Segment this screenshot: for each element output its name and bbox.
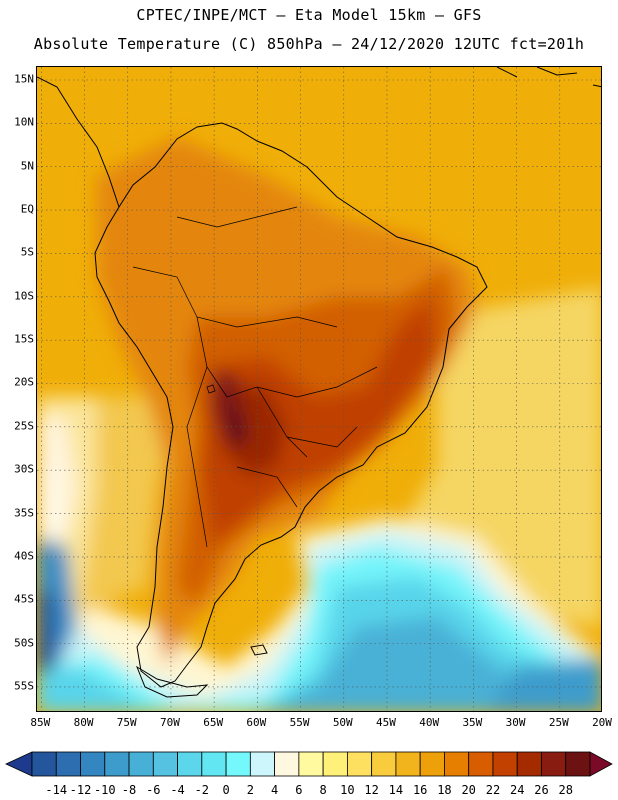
- colorbar-swatch: [298, 751, 324, 777]
- colorbar-tick-label: -10: [93, 783, 116, 797]
- latitude-tick-label: 10S: [14, 289, 34, 303]
- latitude-tick-label: 45S: [14, 592, 34, 606]
- central-america-coastline: [37, 76, 120, 208]
- longitude-tick-label: 65W: [203, 716, 224, 729]
- longitude-tick-label: 20W: [592, 716, 612, 729]
- longitude-tick-label: 75W: [116, 716, 137, 729]
- colorbar-tick-label: 10: [340, 783, 355, 797]
- longitude-tick-label: 30W: [505, 716, 526, 729]
- latitude-tick-label: 40S: [14, 549, 34, 563]
- colorbar-swatch: [274, 751, 300, 777]
- longitude-tick-label: 60W: [246, 716, 267, 729]
- falklands: [250, 644, 268, 656]
- colorbar-tick-label: 2: [246, 783, 254, 797]
- latitude-tick-label: 30S: [14, 462, 34, 476]
- temperature-colorbar: [5, 751, 613, 777]
- colorbar-tick-label: 20: [461, 783, 476, 797]
- latitude-tick-label: 35S: [14, 506, 34, 520]
- longitude-tick-label: 45W: [376, 716, 396, 729]
- colorbar-tick-label: 6: [295, 783, 303, 797]
- latitude-tick-label: 15S: [14, 332, 34, 346]
- colorbar-tick-label: 4: [270, 783, 279, 797]
- colorbar-swatch: [249, 751, 276, 777]
- colorbar-swatch: [468, 751, 494, 777]
- colorbar-swatches: [5, 751, 613, 777]
- colorbar-tick-label: 16: [412, 783, 428, 797]
- colorbar-swatch: [80, 751, 106, 777]
- colorbar-swatch: [565, 751, 591, 777]
- longitude-tick-label: 85W: [30, 716, 51, 729]
- latitude-tick-label: 50S: [14, 636, 34, 650]
- colorbar-tick-label: -6: [146, 783, 161, 797]
- colorbar-swatch: [492, 751, 518, 777]
- colorbar-swatch: [104, 751, 130, 777]
- colorbar-swatch: [541, 751, 567, 777]
- coastline-borders: [37, 67, 601, 698]
- country-borders: [132, 206, 378, 548]
- colorbar-swatch: [31, 751, 57, 777]
- colorbar-tick-label: 14: [388, 783, 404, 797]
- colorbar-tick-label: -8: [121, 783, 137, 797]
- longitude-tick-label: 70W: [160, 716, 180, 729]
- colorbar-arrow-low: [5, 751, 33, 777]
- colorbar-swatch: [152, 751, 178, 777]
- longitude-tick-label: 55W: [289, 716, 310, 729]
- longitude-tick-label: 25W: [548, 716, 569, 729]
- map-title-source: CPTEC/INPE/MCT – Eta Model 15km – GFS: [136, 6, 482, 24]
- colorbar-swatch: [419, 751, 445, 777]
- colorbar-swatch: [55, 751, 81, 777]
- longitude-tick-label: 80W: [73, 716, 94, 729]
- latitude-tick-label: 15N: [14, 72, 34, 86]
- colorbar-swatch: [516, 751, 542, 777]
- colorbar-swatch: [371, 751, 397, 777]
- colorbar-swatch: [177, 751, 203, 777]
- colorbar-tick-label: 28: [558, 783, 573, 797]
- colorbar-swatch: [322, 751, 348, 777]
- map-title-variable: Absolute Temperature (C) 850hPa – 24/12/…: [33, 35, 585, 53]
- colorbar-tick-label: -4: [170, 783, 185, 797]
- latitude-tick-label: 5S: [20, 245, 34, 259]
- latitude-tick-label: EQ: [20, 202, 34, 216]
- colorbar-swatch: [395, 751, 421, 777]
- colorbar-tick-label: -14: [45, 783, 68, 797]
- temperature-field: [37, 137, 601, 711]
- longitude-tick-label: 35W: [462, 716, 483, 729]
- colorbar-tick-label: 24: [509, 783, 525, 797]
- colorbar-tick-label: 8: [319, 783, 327, 797]
- colorbar-tick-label: 18: [437, 783, 452, 797]
- south-america-coastline: [94, 122, 488, 688]
- colorbar-tick-label: 0: [222, 783, 230, 797]
- latitude-tick-label: 25S: [14, 419, 34, 433]
- colorbar-swatch: [444, 751, 470, 777]
- lake-titicaca: [206, 384, 216, 394]
- longitude-tick-label: 50W: [332, 716, 353, 729]
- latitude-tick-label: 10N: [14, 115, 34, 129]
- latitude-tick-label: 55S: [14, 679, 34, 693]
- colorbar-tick-label: -12: [69, 783, 92, 797]
- latitude-tick-label: 20S: [14, 375, 34, 389]
- colorbar-swatch: [201, 751, 227, 777]
- colorbar-arrow-high: [589, 751, 613, 777]
- tierra-del-fuego: [135, 665, 209, 698]
- colorbar-tick-label: -2: [194, 783, 210, 797]
- latitude-tick-label: 5N: [20, 159, 34, 173]
- colorbar-tick-label: 12: [364, 783, 379, 797]
- colorbar-tick-label: 22: [485, 783, 501, 797]
- colorbar-swatch: [128, 751, 154, 777]
- colorbar-tick-label: 26: [534, 783, 549, 797]
- colorbar-swatch: [225, 751, 251, 777]
- colorbar-swatch: [346, 751, 373, 777]
- longitude-tick-label: 40W: [419, 716, 440, 729]
- caribbean-islands: [496, 67, 601, 88]
- temperature-map: [36, 66, 602, 712]
- temperature-map-canvas: [37, 67, 601, 711]
